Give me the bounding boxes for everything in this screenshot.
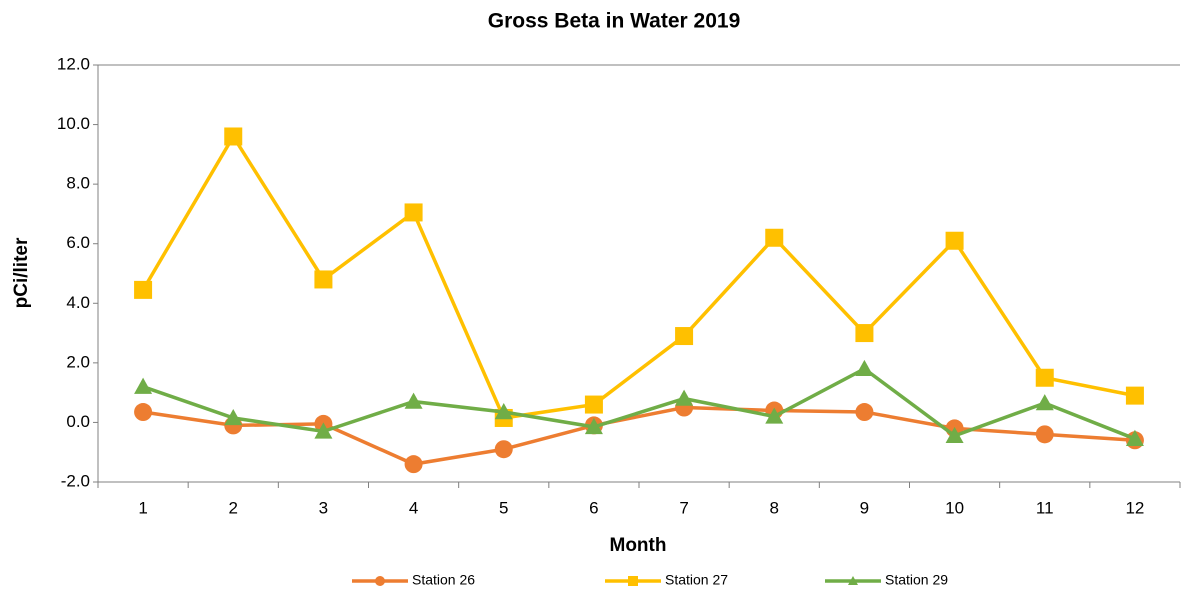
x-tick-label: 2	[229, 498, 238, 517]
series	[134, 127, 1144, 427]
marker	[584, 395, 603, 414]
marker	[765, 228, 784, 247]
series-line	[141, 133, 1136, 420]
marker	[1035, 425, 1054, 444]
marker	[314, 270, 333, 289]
y-tick-label: 4.0	[66, 293, 90, 312]
marker	[494, 440, 513, 459]
y-tick-label: 6.0	[66, 233, 90, 252]
series	[134, 359, 1144, 447]
marker	[224, 408, 243, 426]
marker	[375, 576, 385, 586]
marker	[765, 407, 784, 424]
marker	[945, 426, 964, 444]
y-tick-label: 0.0	[66, 412, 90, 431]
marker	[134, 403, 153, 422]
marker	[1035, 368, 1054, 387]
marker	[848, 576, 858, 585]
marker	[855, 403, 874, 422]
x-tick-label: 7	[679, 498, 688, 517]
marker	[675, 327, 694, 346]
marker	[855, 324, 874, 343]
series-line	[142, 366, 1136, 441]
y-axis-label: pCi/liter	[11, 237, 32, 308]
x-tick-label: 12	[1125, 498, 1144, 517]
x-tick-label: 5	[499, 498, 508, 517]
x-tick-label: 1	[138, 498, 147, 517]
x-tick-label: 9	[860, 498, 869, 517]
legend-label: Station 29	[885, 572, 948, 588]
marker	[584, 417, 603, 435]
marker	[314, 422, 333, 439]
marker	[134, 377, 153, 394]
marker	[404, 392, 423, 409]
y-tick-label: 8.0	[66, 174, 90, 193]
marker	[675, 389, 694, 406]
marker	[628, 576, 638, 586]
marker	[1125, 386, 1144, 405]
marker	[945, 231, 964, 250]
chart-title: Gross Beta in Water 2019	[488, 10, 741, 33]
x-axis-label: Month	[610, 535, 667, 556]
legend-label: Station 27	[665, 572, 728, 588]
marker	[224, 127, 243, 146]
series-line	[142, 405, 1136, 466]
marker	[134, 280, 153, 299]
marker	[494, 403, 513, 420]
x-tick-label: 6	[589, 498, 598, 517]
y-tick-label: -2.0	[61, 471, 90, 490]
marker	[1035, 394, 1054, 411]
x-tick-label: 3	[319, 498, 328, 517]
y-tick-label: 10.0	[57, 114, 90, 133]
marker	[404, 203, 423, 222]
y-tick-label: 2.0	[66, 352, 90, 371]
legend-label: Station 26	[412, 572, 475, 588]
y-tick-label: 12.0	[57, 54, 90, 73]
marker	[1125, 429, 1144, 447]
x-tick-label: 8	[770, 498, 779, 517]
x-tick-label: 11	[1036, 498, 1054, 517]
marker	[855, 359, 874, 377]
x-tick-label: 10	[945, 498, 964, 517]
series	[134, 398, 1144, 474]
x-tick-label: 4	[409, 498, 418, 517]
marker	[404, 455, 423, 474]
